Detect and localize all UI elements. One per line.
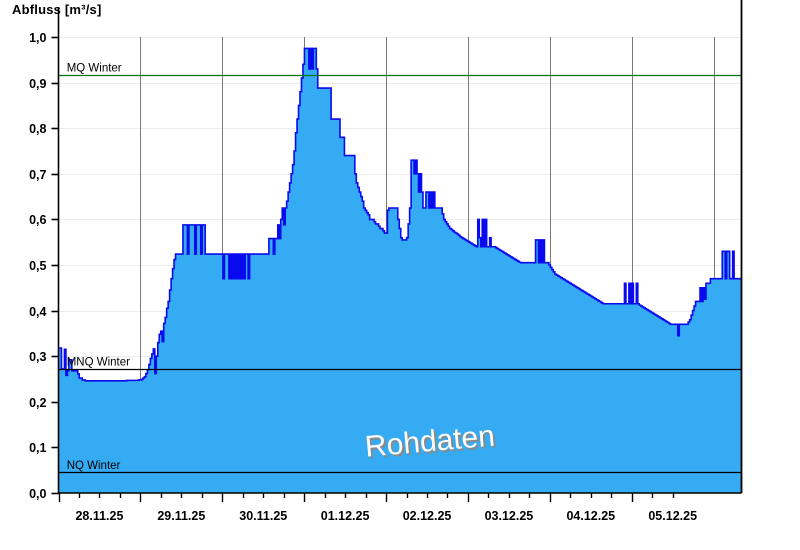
x-axis-tick-label: 05.12.25 <box>648 509 697 523</box>
y-axis-tick-label: 0,6 <box>29 213 46 227</box>
reference-label-mnq-winter: MNQ Winter <box>67 356 130 368</box>
reference-label-nq-winter: NQ Winter <box>67 460 121 472</box>
axis-lines <box>57 0 743 494</box>
x-axis-tick-label: 02.12.25 <box>403 509 452 523</box>
data-series-area <box>58 47 742 494</box>
y-axis-ticks: 0,0 0,1 0,2 0,3 0,4 0,5 0,6 0,7 0,8 0,9 1,0 <box>29 31 59 501</box>
y-axis-tick-label: 0,3 <box>29 350 46 364</box>
x-axis-tick-label: 29.11.25 <box>157 509 205 523</box>
series-outline <box>58 47 742 382</box>
reference-line-labels: MQ Winter MNQ Winter NQ Winter <box>67 62 130 472</box>
y-axis-tick-label: 0,9 <box>29 77 46 91</box>
x-axis-tick-label: 03.12.25 <box>485 509 534 523</box>
y-axis-tick-label: 0,1 <box>29 441 46 455</box>
y-axis-tick-label: 0,5 <box>29 259 46 273</box>
x-axis-tick-label: 28.11.25 <box>75 509 123 523</box>
x-axis-ticks: 28.11.25 29.11.25 30.11.25 01.12.25 02.12.25… <box>58 493 697 523</box>
y-axis-tick-label: 0,8 <box>29 122 46 136</box>
y-axis-tick-label: 1,0 <box>29 31 46 45</box>
reference-label-mq-winter: MQ Winter <box>67 62 122 74</box>
x-axis-tick-label: 04.12.25 <box>566 509 615 523</box>
series-area-fill <box>58 48 742 494</box>
reference-lines <box>58 74 742 474</box>
x-axis-tick-label: 30.11.25 <box>239 509 287 523</box>
x-axis-tick-label: 01.12.25 <box>321 509 370 523</box>
y-axis-tick-label: 0,0 <box>29 487 46 501</box>
y-axis-tick-label: 0,4 <box>29 305 46 319</box>
y-axis-tick-label: 0,2 <box>29 396 46 410</box>
y-axis-tick-label: 0,7 <box>29 168 46 182</box>
y-axis-title: Abfluss [m³/s] <box>12 2 102 17</box>
